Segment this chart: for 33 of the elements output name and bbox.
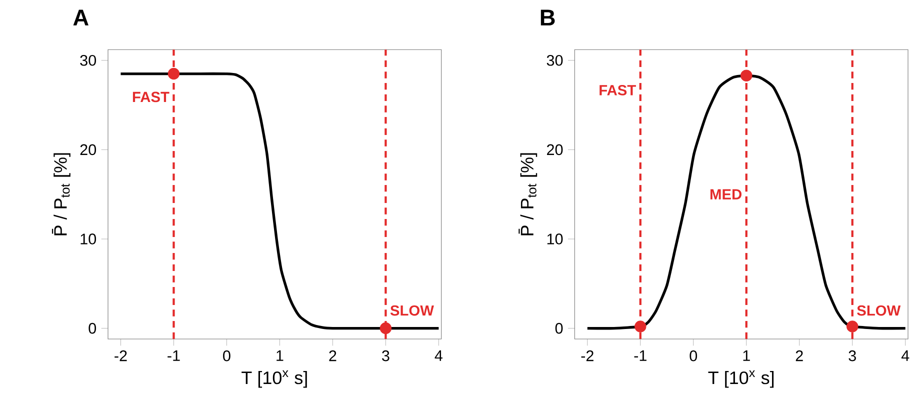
- ref-line-label: SLOW: [390, 305, 434, 316]
- y-axis-title: P̄ / P$_{tot}$ [%]: [52, 153, 70, 236]
- x-tick-label: 1: [743, 350, 750, 361]
- ref-line-label: FAST: [600, 84, 636, 96]
- ref-line-label: FAST: [132, 92, 170, 102]
- y-tick-label: 30: [546, 54, 563, 66]
- x-tick-label: -2: [114, 350, 127, 362]
- y-tick-label: 20: [547, 144, 563, 156]
- x-tick-label: 0: [690, 350, 698, 362]
- y-tick-label: 0: [88, 322, 96, 334]
- x-tick-label: 3: [382, 350, 390, 362]
- x-tick-label: 4: [901, 350, 910, 361]
- x-tick-label: -1: [168, 350, 180, 361]
- x-tick-label: 4: [434, 350, 442, 361]
- y-tick-label: 10: [547, 234, 563, 244]
- x-tick-label: 2: [796, 350, 803, 362]
- chart-title: A: [73, 10, 88, 26]
- x-tick-label: -2: [581, 350, 594, 362]
- x-tick-label: 0: [223, 350, 230, 362]
- y-tick-label: 10: [80, 234, 96, 244]
- chart-title: B: [540, 10, 555, 26]
- x-tick-label: 3: [848, 350, 856, 362]
- x-tick-label: 2: [329, 350, 336, 362]
- ref-line-label: MED: [710, 189, 742, 200]
- x-axis-title: T [10$^{x}$ s]: [242, 370, 307, 388]
- y-tick-label: 0: [555, 322, 563, 334]
- y-axis-title: P̄ / P$_{tot}$ [%]: [518, 153, 538, 236]
- x-tick-label: 1: [276, 350, 284, 361]
- ref-line-label: SLOW: [857, 305, 901, 316]
- y-tick-label: 20: [80, 144, 96, 156]
- y-tick-label: 30: [80, 54, 96, 66]
- x-tick-label: -1: [634, 350, 646, 361]
- x-axis-title: T [10$^{x}$ s]: [708, 370, 774, 388]
